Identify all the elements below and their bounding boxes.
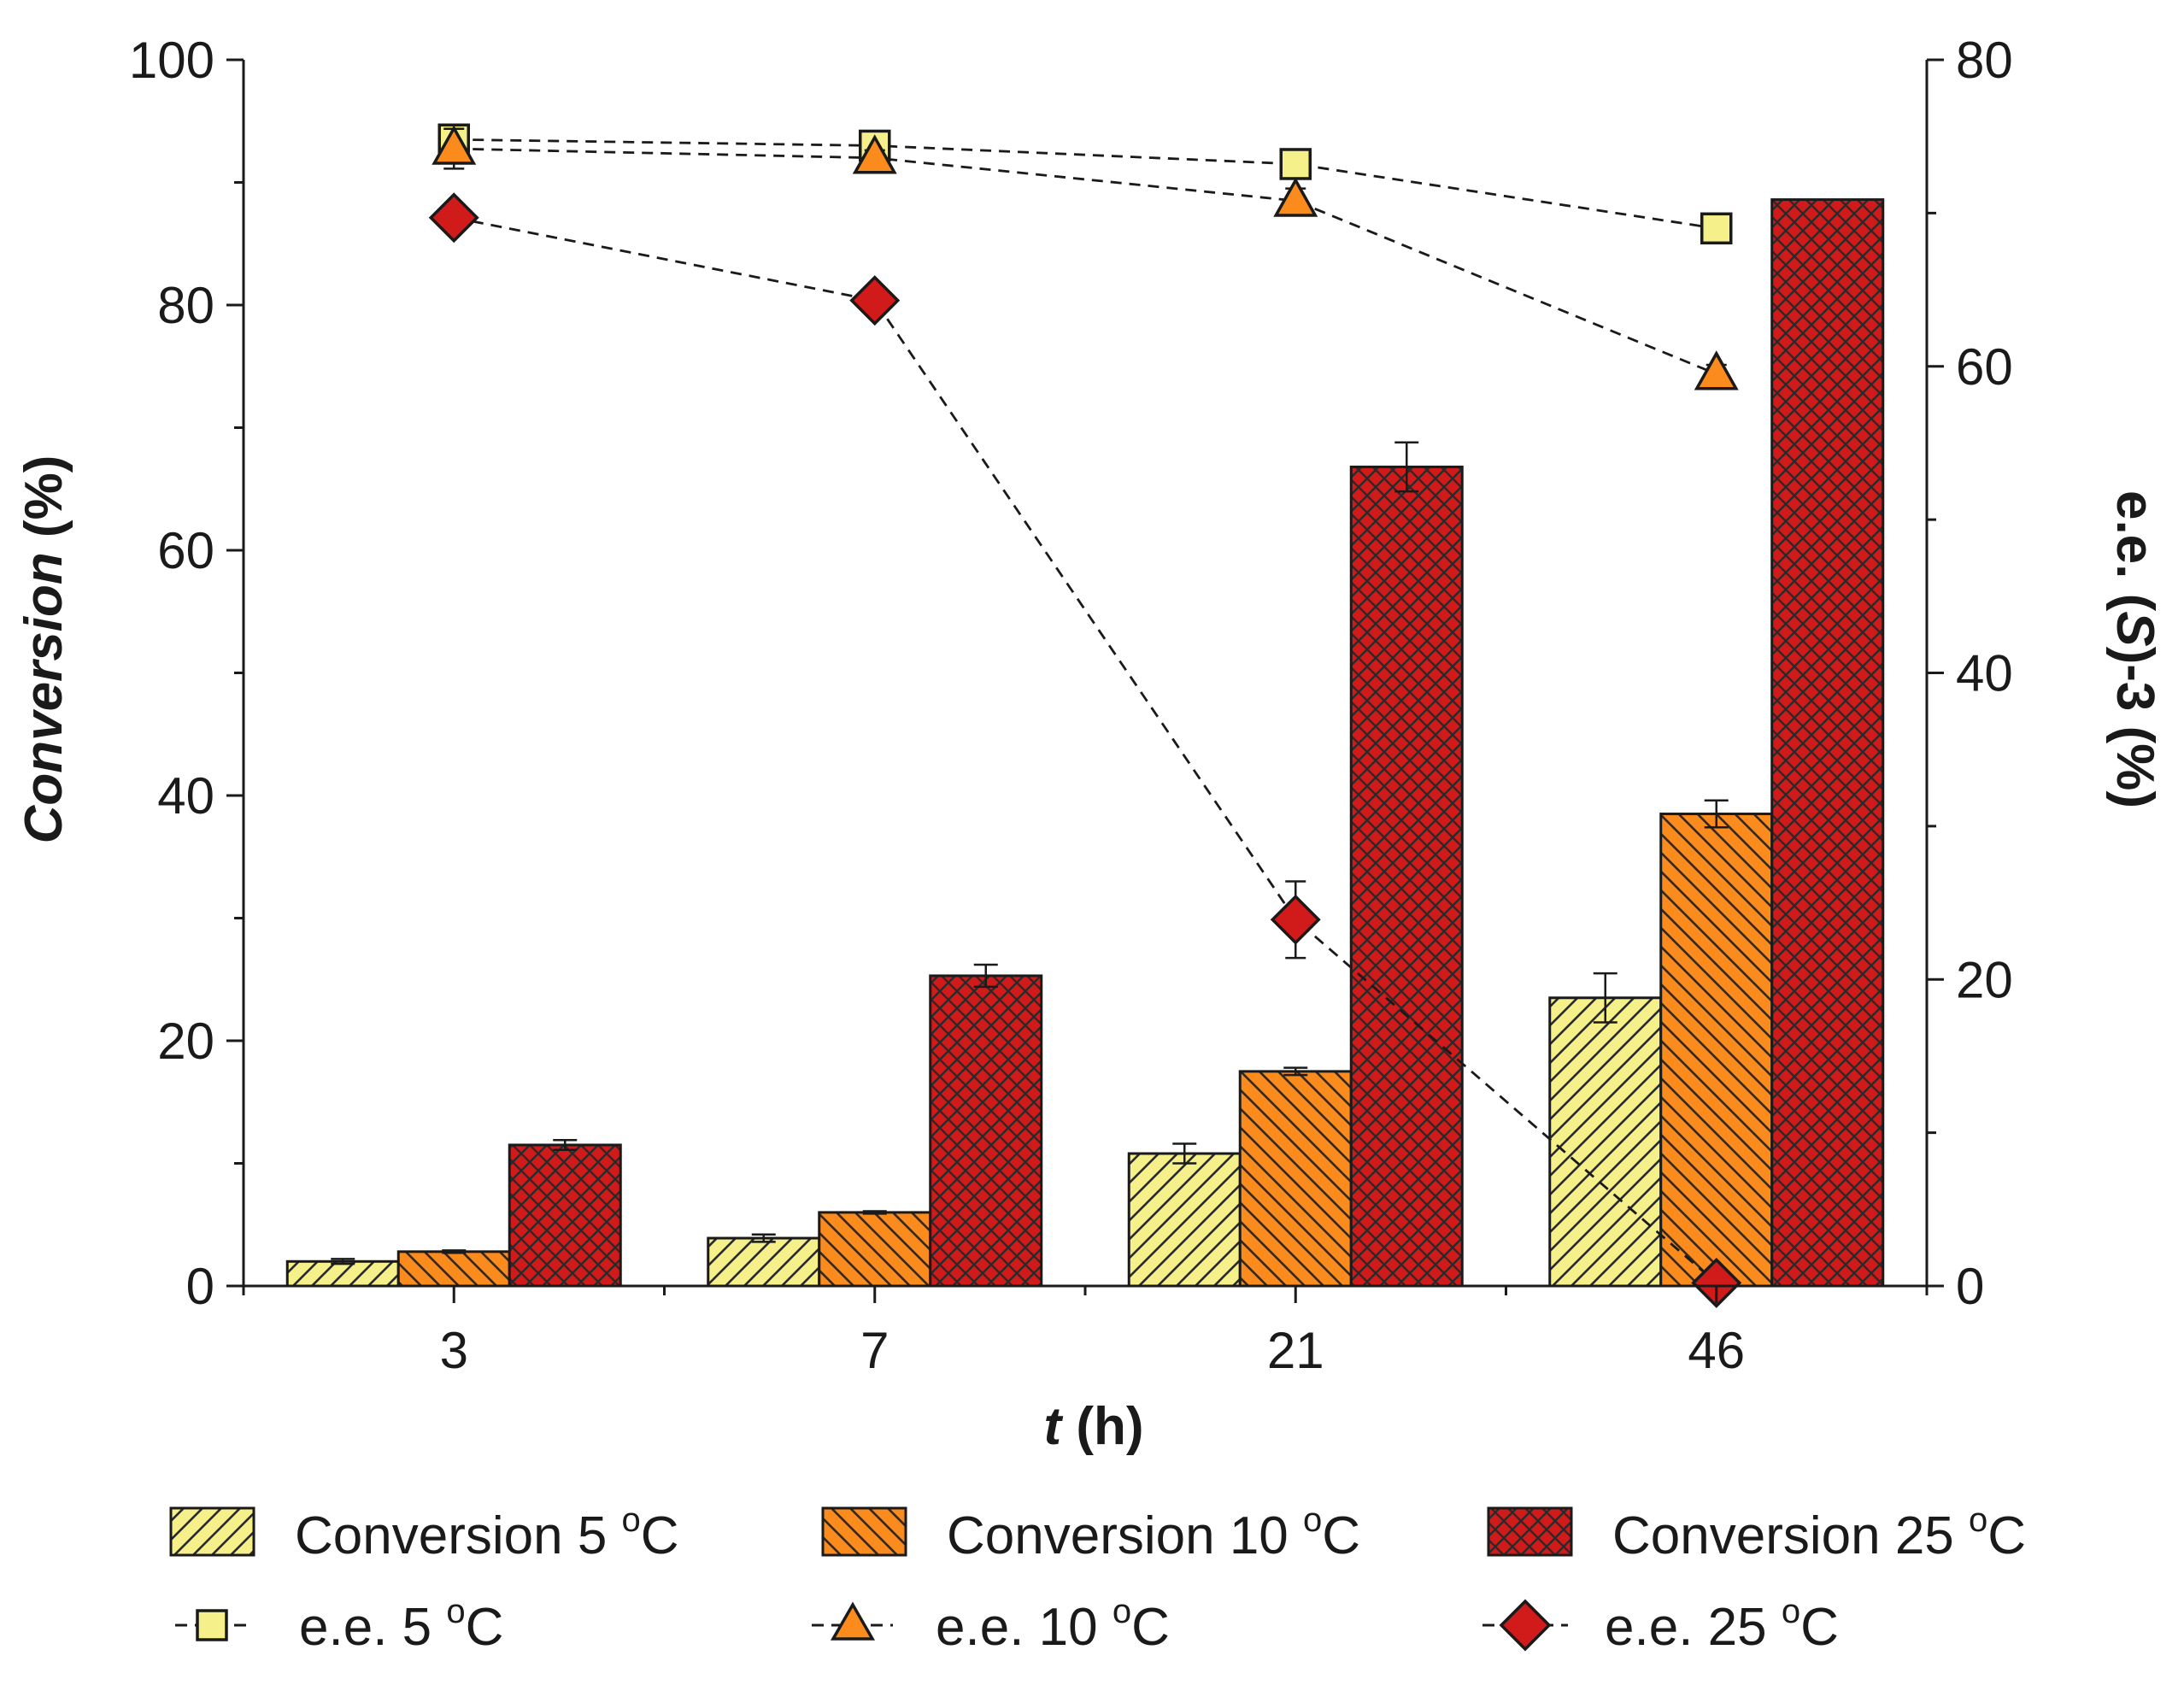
y-right-tick-label-80: 80	[1956, 32, 2013, 89]
y-right-axis-title: e.e. (S)-3 (%)	[2105, 490, 2164, 808]
y-left-axis-title-rest: (%)	[15, 455, 73, 553]
legend-label-conversion-25-sup: o	[1969, 1501, 1987, 1539]
legend-label-ee-25: e.e. 25 oC	[1605, 1593, 1839, 1657]
ee-point-2-46	[1691, 1257, 1742, 1308]
bar-2-7	[929, 974, 1043, 1288]
legend-label-ee-25-main: e.e. 25	[1605, 1598, 1782, 1657]
y-left-tick-label-20: 20	[157, 1013, 214, 1070]
lines-layer	[428, 123, 1742, 1308]
legend-marker-ee-5	[196, 1609, 228, 1641]
y-left-tick-label-80: 80	[157, 277, 214, 334]
bar-2-21	[1349, 465, 1464, 1288]
ee-point-1-21	[1273, 177, 1318, 217]
legend-label-conversion-10-sup: o	[1303, 1501, 1322, 1539]
ee-point-1-46	[1694, 350, 1739, 390]
legend-label-ee-10-main: e.e. 10	[936, 1598, 1113, 1657]
bar-1-46	[1659, 813, 1774, 1288]
ee-point-2-7	[849, 275, 901, 326]
y-left-tick-label-0: 0	[186, 1258, 214, 1315]
bar-0-46	[1548, 996, 1663, 1288]
legend-item-ee-5: e.e. 5 oC	[175, 1593, 503, 1657]
bar-1-7	[818, 1211, 932, 1288]
legend-marker-ee-10	[830, 1601, 876, 1641]
legend-label-ee-5-main: e.e. 5	[299, 1598, 446, 1657]
legend-label-conversion-10-unit: C	[1322, 1506, 1360, 1565]
x-tick-label-21: 21	[1267, 1322, 1324, 1379]
ee-point-1-3	[432, 125, 477, 165]
y-left-axis-title-italic: Conversion	[15, 552, 73, 843]
y-right-tick-label-40: 40	[1956, 645, 2013, 702]
legend-swatch-conversion-10	[821, 1506, 907, 1557]
legend-item-conversion-10: Conversion 10 oC	[821, 1501, 1360, 1565]
x-axis-title: t (h)	[1043, 1397, 1143, 1456]
x-axis-title-italic: t	[1043, 1397, 1063, 1456]
legend-label-ee-5-sup: o	[446, 1593, 465, 1630]
bar-2-46	[1770, 198, 1885, 1288]
legend-label-conversion-10: Conversion 10 oC	[947, 1501, 1360, 1565]
axes-layer: 0 20 40 60 80 100 0 20 40 60 80 3 7 21 46	[129, 32, 2013, 1379]
bar-1-3	[396, 1250, 511, 1288]
legend-label-ee-25-sup: o	[1782, 1593, 1800, 1630]
legend: Conversion 5 oC Conversion 10 oC Convers…	[169, 1501, 2026, 1657]
bars-layer	[285, 198, 1885, 1288]
y-right-tick-label-0: 0	[1956, 1258, 1984, 1315]
legend-label-ee-5: e.e. 5 oC	[299, 1593, 503, 1657]
legend-item-ee-25: e.e. 25 oC	[1482, 1593, 1839, 1657]
legend-label-conversion-10-main: Conversion 10	[947, 1506, 1303, 1565]
legend-label-ee-10-unit: C	[1131, 1598, 1170, 1657]
legend-label-conversion-25-unit: C	[1987, 1506, 2026, 1565]
y-right-axis-title-pre: e.e. (	[2105, 490, 2164, 612]
x-axis-title-rest: (h)	[1061, 1397, 1143, 1456]
y-right-tick-label-20: 20	[1956, 951, 2013, 1008]
ee-point-1-7	[852, 134, 897, 174]
ee-point-0-46	[1700, 212, 1733, 245]
y-right-axis-title-post: )-3 (%)	[2105, 647, 2164, 808]
y-left-tick-label-40: 40	[157, 767, 214, 825]
legend-swatch-conversion-25	[1487, 1506, 1573, 1557]
y-left-tick-label-60: 60	[157, 522, 214, 579]
bar-1-21	[1238, 1070, 1353, 1288]
bar-2-3	[508, 1143, 622, 1288]
ee-line-0	[454, 138, 1717, 230]
legend-marker-ee-25	[1499, 1599, 1552, 1652]
ee-point-2-3	[428, 192, 479, 244]
legend-label-ee-10-sup: o	[1113, 1593, 1131, 1630]
bar-0-3	[285, 1259, 400, 1288]
legend-label-conversion-5-unit: C	[641, 1506, 679, 1565]
ee-point-2-21	[1270, 894, 1321, 945]
x-tick-label-46: 46	[1688, 1322, 1745, 1379]
legend-label-ee-25-unit: C	[1800, 1598, 1839, 1657]
legend-label-conversion-25-main: Conversion 25	[1612, 1506, 1969, 1565]
legend-label-conversion-25: Conversion 25 oC	[1612, 1501, 2026, 1565]
legend-label-conversion-5-main: Conversion 5	[295, 1506, 622, 1565]
legend-label-ee-10: e.e. 10 oC	[936, 1593, 1170, 1657]
bar-0-21	[1127, 1152, 1242, 1288]
x-tick-label-3: 3	[440, 1322, 468, 1379]
legend-item-ee-10: e.e. 10 oC	[812, 1593, 1170, 1657]
legend-label-conversion-5-sup: o	[622, 1501, 641, 1539]
y-left-axis-title: Conversion (%)	[15, 455, 73, 844]
ee-line-1	[454, 147, 1717, 376]
y-right-tick-label-60: 60	[1956, 338, 2013, 396]
legend-label-ee-5-unit: C	[466, 1598, 504, 1657]
legend-label-conversion-5: Conversion 5 oC	[295, 1501, 679, 1565]
legend-item-conversion-5: Conversion 5 oC	[169, 1501, 679, 1565]
x-tick-label-7: 7	[860, 1322, 889, 1379]
y-left-tick-label-100: 100	[129, 32, 214, 89]
legend-swatch-conversion-5	[169, 1506, 255, 1557]
bar-0-7	[707, 1236, 821, 1288]
legend-item-conversion-25: Conversion 25 oC	[1487, 1501, 2026, 1565]
ee-line-2	[453, 216, 1717, 1284]
y-right-axis-title-italic: S	[2105, 611, 2164, 646]
ee-point-0-21	[1279, 148, 1312, 180]
